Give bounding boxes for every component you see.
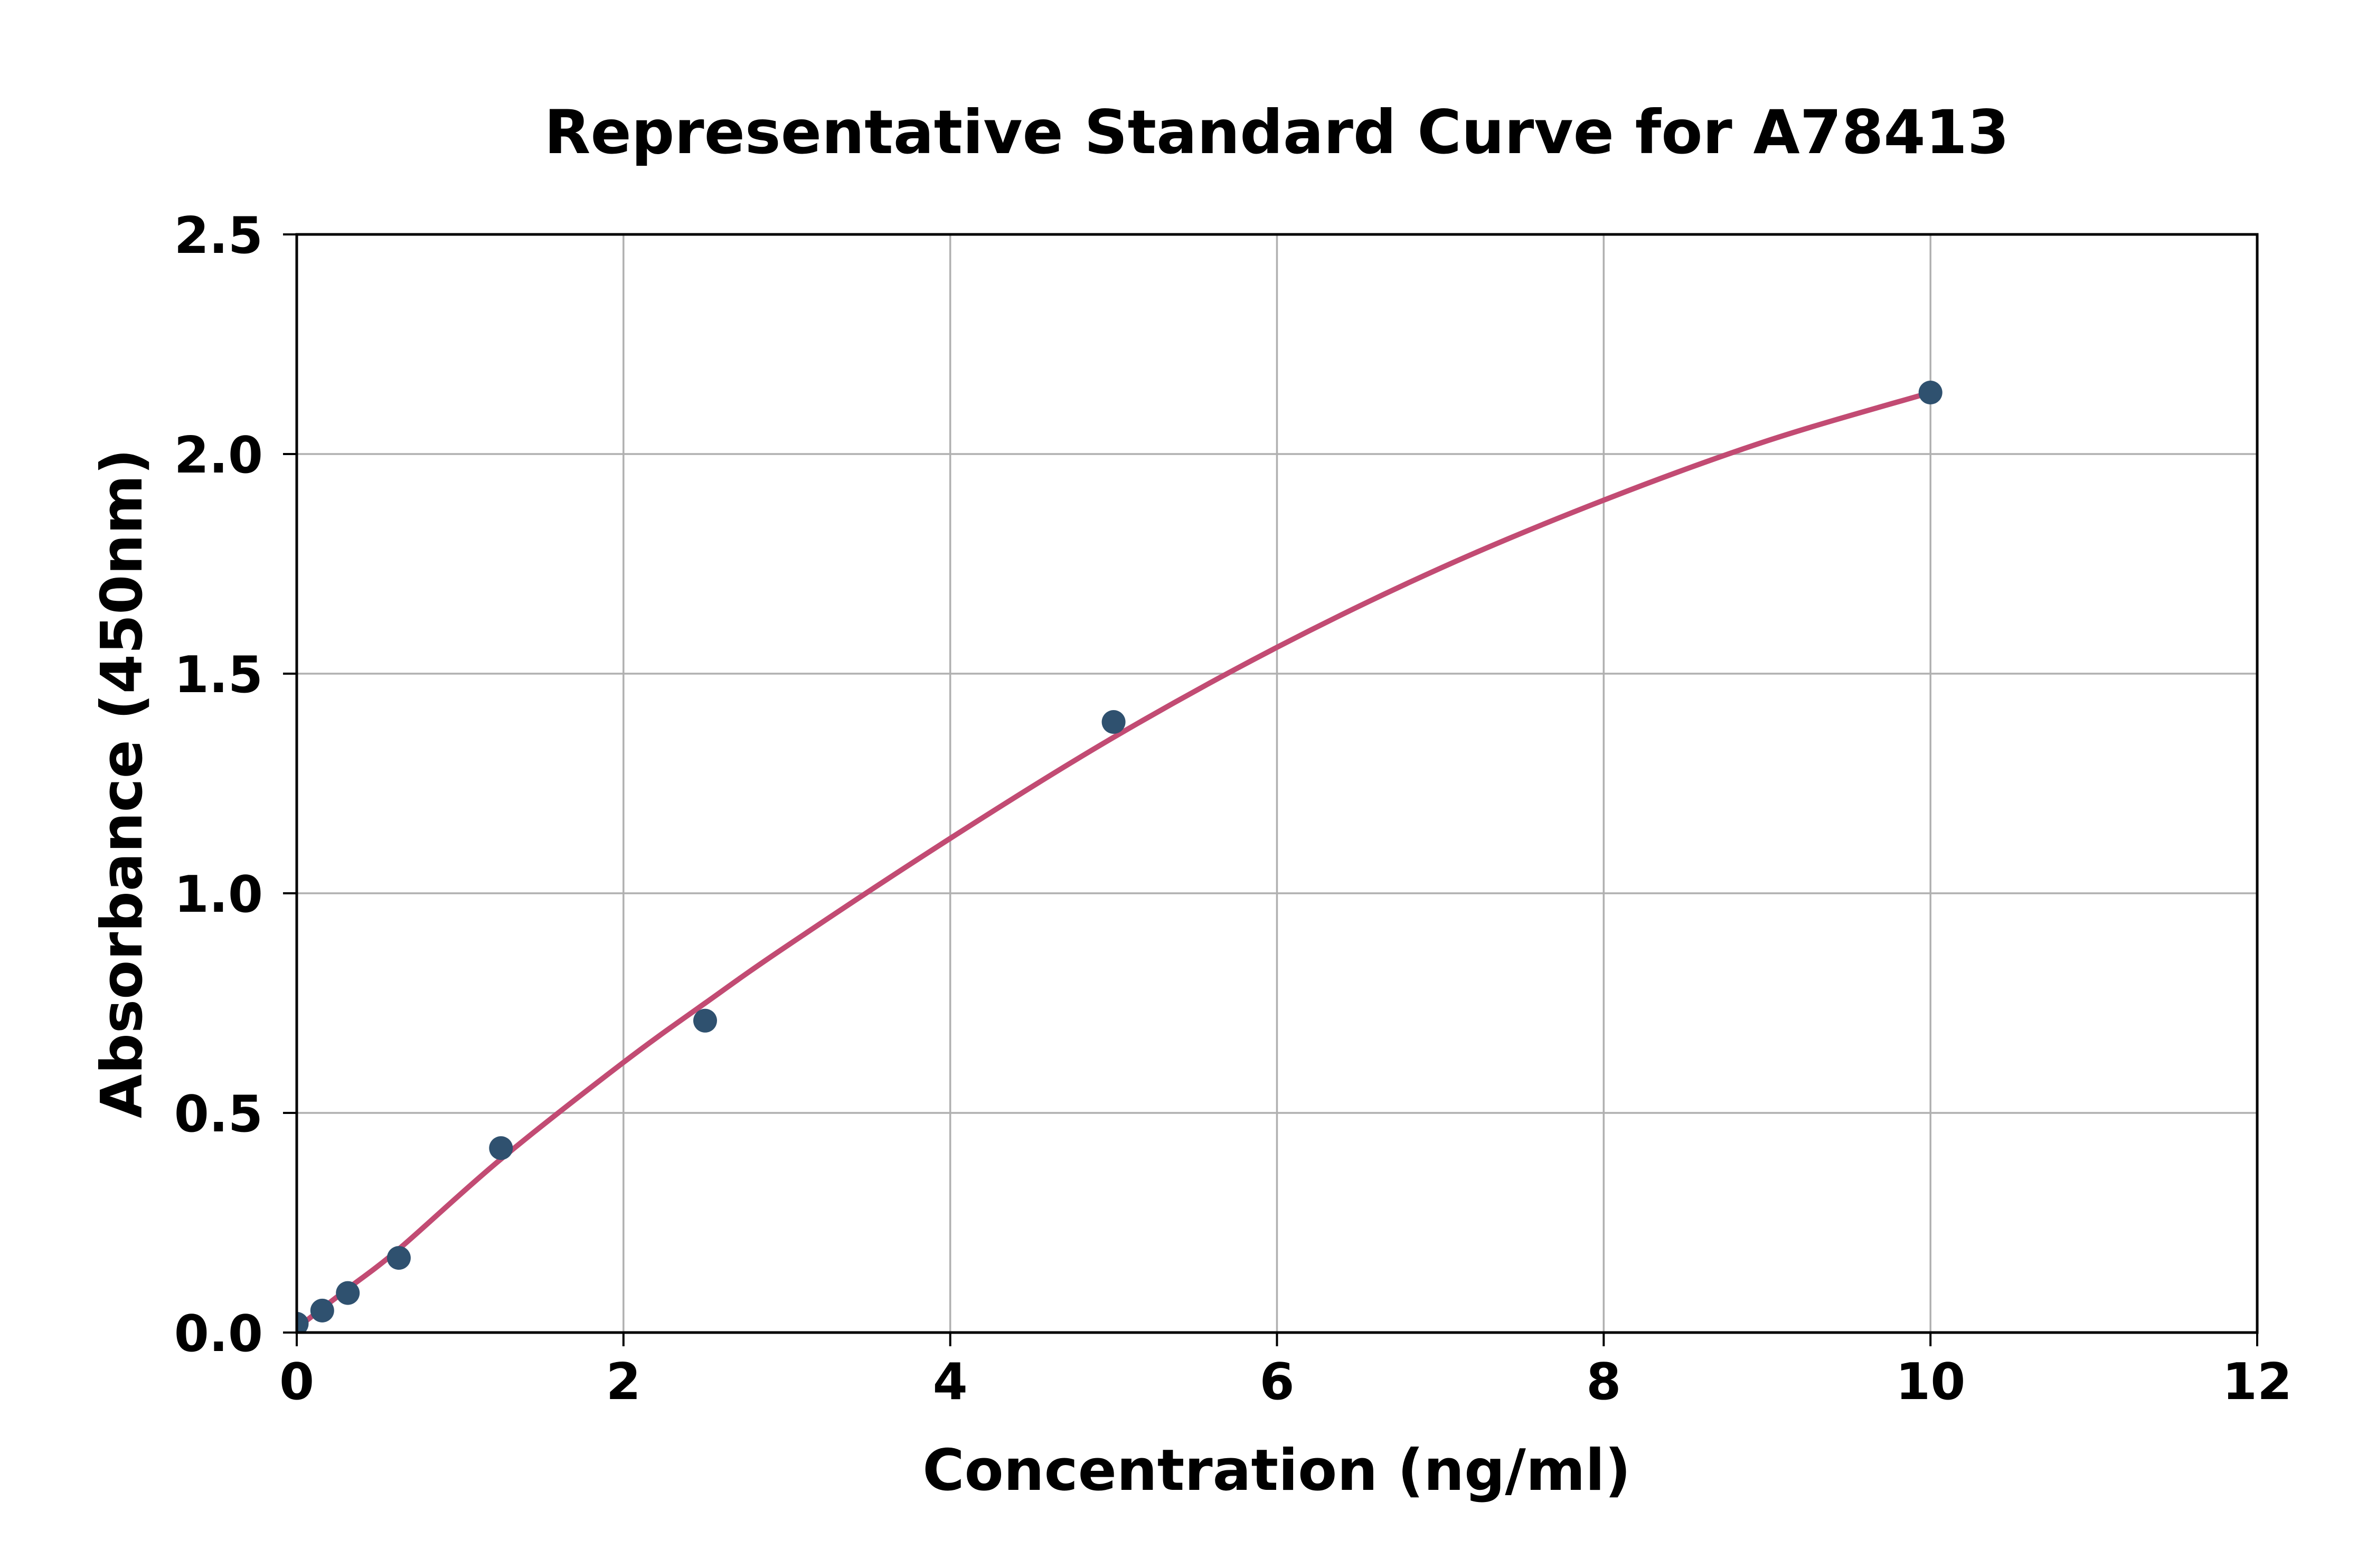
- data-point-4: [489, 1136, 513, 1160]
- x-tick-label-0: 0: [279, 1353, 314, 1411]
- x-tick-label-6: 6: [1259, 1353, 1294, 1411]
- data-point-6: [1101, 710, 1126, 734]
- data-point-3: [386, 1246, 411, 1270]
- data-point-1: [310, 1298, 334, 1323]
- y-tick-label-2.5: 2.5: [174, 207, 263, 265]
- data-point-0: [297, 1311, 309, 1333]
- x-tick-label-12: 12: [2222, 1353, 2292, 1411]
- plot-area: [297, 381, 1943, 1333]
- gridlines: [297, 234, 2257, 1333]
- y-tick-label-2.0: 2.0: [174, 427, 263, 485]
- fit-curve-line: [297, 390, 1931, 1330]
- data-point-7: [1918, 381, 1943, 404]
- x-axis-label: Concentration (ng/ml): [922, 1438, 1631, 1504]
- plot-frame: [295, 233, 2259, 1334]
- data-point-2: [336, 1281, 360, 1305]
- data-point-5: [693, 1008, 717, 1033]
- y-tick-label-0.0: 0.0: [174, 1305, 263, 1363]
- axis-ticks: [283, 233, 2258, 1346]
- data-points: [297, 381, 1943, 1333]
- chart-title: Representative Standard Curve for A78413: [544, 97, 2010, 167]
- y-tick-label-0.5: 0.5: [174, 1085, 263, 1144]
- x-tick-label-2: 2: [606, 1353, 641, 1411]
- axis-tick-labels: 0 2 4 6 8 10 12 0.0 0.5 1.0 1.5 2.0 2.5: [174, 207, 2292, 1411]
- x-tick-label-4: 4: [933, 1353, 968, 1411]
- x-tick-label-10: 10: [1896, 1353, 1965, 1411]
- y-tick-label-1.5: 1.5: [174, 646, 263, 704]
- y-tick-label-1.0: 1.0: [174, 866, 263, 924]
- y-axis-label: Absorbance (450nm): [89, 449, 155, 1118]
- x-tick-label-8: 8: [1586, 1353, 1621, 1411]
